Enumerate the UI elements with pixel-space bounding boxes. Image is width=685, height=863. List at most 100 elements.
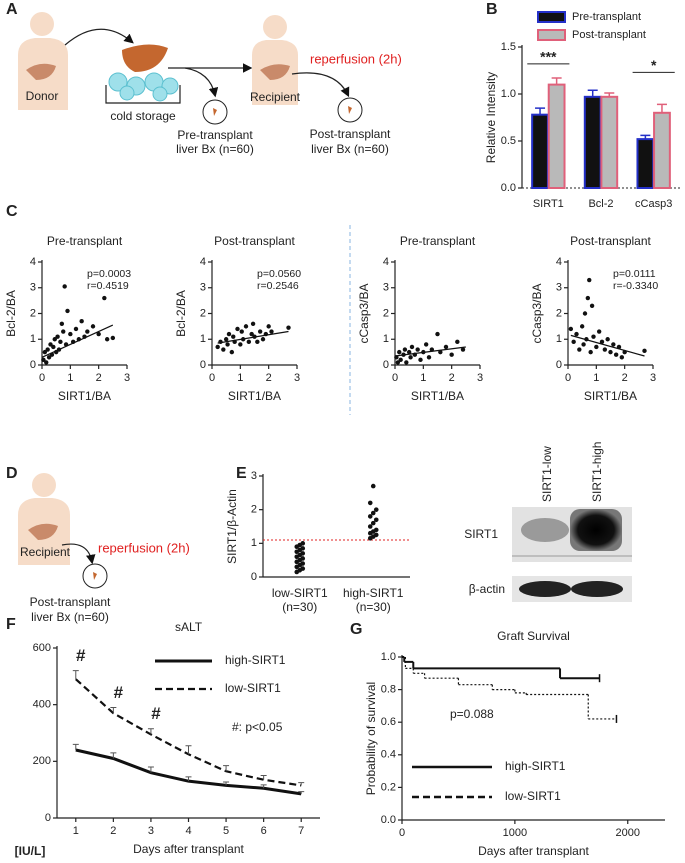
label: Recipient <box>20 545 71 559</box>
liver <box>122 44 168 72</box>
bar <box>600 95 619 189</box>
x-tick-label: 0 <box>392 372 398 384</box>
legend-swatch <box>537 11 566 23</box>
point <box>602 347 608 352</box>
point <box>223 337 229 342</box>
point <box>406 349 412 355</box>
sample <box>348 106 352 114</box>
point <box>455 339 460 345</box>
y-tick-label: 0.0 <box>381 814 396 826</box>
y-tick-label: 0 <box>383 359 389 371</box>
y-tick-label: 2 <box>30 307 36 319</box>
panel-label: A <box>6 1 18 18</box>
arrow <box>291 72 350 98</box>
label: liver Bx (n=60) <box>176 142 254 156</box>
point <box>85 329 90 334</box>
y-tick-label: 2 <box>383 307 389 319</box>
legend-label: low-SIRT1 <box>505 789 561 803</box>
point <box>300 551 306 556</box>
point <box>449 352 454 357</box>
point <box>62 284 67 289</box>
x-tick-label: 1 <box>593 372 599 384</box>
x-tick-label: 1 <box>420 372 426 384</box>
y-tick-label: 4 <box>556 256 562 268</box>
annotation: r=0.2546 <box>257 280 299 292</box>
point <box>591 334 596 339</box>
point <box>235 326 240 332</box>
point <box>367 524 373 529</box>
panel-label: D <box>6 465 18 482</box>
blot-band <box>519 581 571 597</box>
head <box>263 15 287 39</box>
point <box>373 532 379 538</box>
point <box>68 331 73 337</box>
point <box>96 331 101 337</box>
bar <box>531 113 549 189</box>
label: Pre-transplant <box>177 128 253 142</box>
y-tick-label: 3 <box>30 282 36 294</box>
x-tick-label: 7 <box>298 825 304 837</box>
x-tick-label: 3 <box>650 372 656 384</box>
panel-label: E <box>236 465 247 482</box>
point <box>41 357 46 363</box>
point <box>102 295 107 301</box>
y-tick-label: 0.5 <box>501 135 516 147</box>
point <box>226 331 232 337</box>
head <box>32 473 56 497</box>
y-label: Relative Intensity <box>484 72 498 163</box>
blot: SIRT1-low SIRT1-high SIRT1 β-actin <box>464 442 632 602</box>
y-tick-label: 2 <box>251 504 257 516</box>
x-tick-label: 3 <box>148 825 154 837</box>
point <box>300 566 306 571</box>
sample <box>93 572 97 580</box>
point <box>613 352 619 357</box>
x-tick-label: 2000 <box>616 827 640 839</box>
note: #: p<0.05 <box>232 720 283 734</box>
x-tick-label: 2 <box>110 825 116 837</box>
x-tick-label: 0 <box>565 372 571 384</box>
ice <box>108 72 179 102</box>
x-tick-note: (n=30) <box>282 600 317 614</box>
y-tick-label: 3 <box>383 282 389 294</box>
point <box>588 349 593 355</box>
point <box>409 344 415 350</box>
label: Post-transplant <box>30 595 111 609</box>
label: liver Bx (n=60) <box>31 610 109 624</box>
point <box>250 321 256 326</box>
error-bar <box>551 77 562 85</box>
point <box>257 329 263 334</box>
x-tick-note: (n=30) <box>356 600 391 614</box>
point <box>579 324 585 329</box>
x-label: Days after transplant <box>133 842 244 856</box>
point <box>286 325 291 330</box>
point <box>408 355 413 360</box>
line <box>75 748 302 796</box>
x-label: Days after transplant <box>478 844 589 858</box>
y-tick-label: 600 <box>33 642 51 654</box>
bracket <box>105 85 181 104</box>
error-bar <box>604 92 615 97</box>
error-bar <box>260 775 267 780</box>
point <box>225 342 230 347</box>
significance-mark: # <box>151 704 161 723</box>
point <box>373 507 379 512</box>
bar <box>583 95 602 189</box>
fit-line <box>570 334 645 357</box>
point <box>221 347 226 352</box>
significance-label: * <box>651 57 657 73</box>
point <box>373 517 379 523</box>
arrow <box>61 543 96 565</box>
y-label: Bcl-2/BA <box>4 290 18 337</box>
diagram-d: Recipient reperfusion (2h) Post-transpla… <box>18 473 190 624</box>
point <box>73 326 79 332</box>
point <box>229 349 235 355</box>
legend-label: low-SIRT1 <box>225 681 281 695</box>
y-tick-label: 4 <box>30 256 36 268</box>
point <box>61 329 66 334</box>
y-tick-label: 0.6 <box>381 716 396 728</box>
point <box>300 556 306 561</box>
point <box>415 347 420 352</box>
note: p=0.088 <box>450 707 494 721</box>
bar <box>547 83 566 189</box>
liver <box>26 63 56 80</box>
